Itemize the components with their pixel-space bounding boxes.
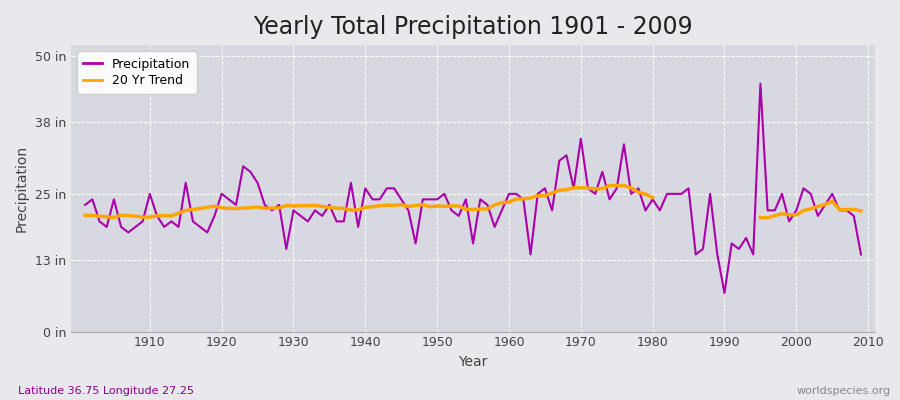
Y-axis label: Precipitation: Precipitation (15, 145, 29, 232)
Text: worldspecies.org: worldspecies.org (796, 386, 891, 396)
X-axis label: Year: Year (458, 355, 488, 369)
Title: Yearly Total Precipitation 1901 - 2009: Yearly Total Precipitation 1901 - 2009 (253, 15, 693, 39)
Legend: Precipitation, 20 Yr Trend: Precipitation, 20 Yr Trend (77, 51, 196, 94)
Text: Latitude 36.75 Longitude 27.25: Latitude 36.75 Longitude 27.25 (18, 386, 194, 396)
